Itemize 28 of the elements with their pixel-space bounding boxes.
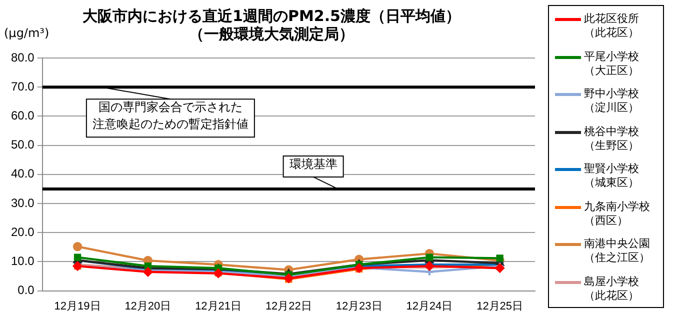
x-tick-label: 12月23日 bbox=[336, 300, 382, 312]
x-tick-label: 12月25日 bbox=[476, 300, 524, 312]
ref-line-label: 環境基準 bbox=[289, 157, 338, 172]
legend-label: 平尾小学校（大正区） bbox=[584, 50, 640, 78]
y-tick-label: 60.0 bbox=[10, 108, 35, 123]
x-tick-label: 12月20日 bbox=[124, 300, 172, 312]
ref-line-label: 国の専門家会合で示された注意喚起のための暫定指針値 bbox=[92, 100, 248, 132]
chart-title: 大阪市内における直近1週間のPM2.5濃度（日平均値）（一般環境大気測定局） bbox=[82, 6, 460, 43]
x-tick-label: 12月24日 bbox=[406, 300, 453, 312]
x-tick-label: 12月21日 bbox=[195, 300, 242, 312]
x-tick-label: 12月22日 bbox=[265, 300, 312, 312]
x-tick-label: 12月19日 bbox=[54, 300, 101, 312]
y-tick-label: 50.0 bbox=[10, 138, 35, 152]
y-axis-title: (μg/m³) bbox=[4, 26, 50, 40]
y-tick-label: 10.0 bbox=[10, 254, 35, 268]
y-tick-label: 80.0 bbox=[10, 50, 35, 64]
legend-label: 南港中央公園（住之江区） bbox=[584, 237, 651, 265]
legend-label: 九条南小学校（西区） bbox=[584, 200, 651, 228]
y-tick-label: 0.0 bbox=[18, 283, 35, 298]
legend-label: 聖賢小学校（城東区） bbox=[584, 162, 640, 190]
y-tick-label: 70.0 bbox=[10, 79, 35, 94]
legend-label: 此花区役所（此花区） bbox=[584, 12, 640, 40]
y-tick-label: 20.0 bbox=[10, 224, 35, 239]
legend-label: 島屋小学校（此花区） bbox=[584, 274, 640, 302]
y-tick-label: 30.0 bbox=[10, 196, 35, 210]
y-tick-label: 40.0 bbox=[10, 166, 35, 181]
legend-label: 野中小学校（淀川区） bbox=[584, 87, 640, 115]
legend-label: 桃谷中学校（生野区） bbox=[584, 124, 640, 152]
